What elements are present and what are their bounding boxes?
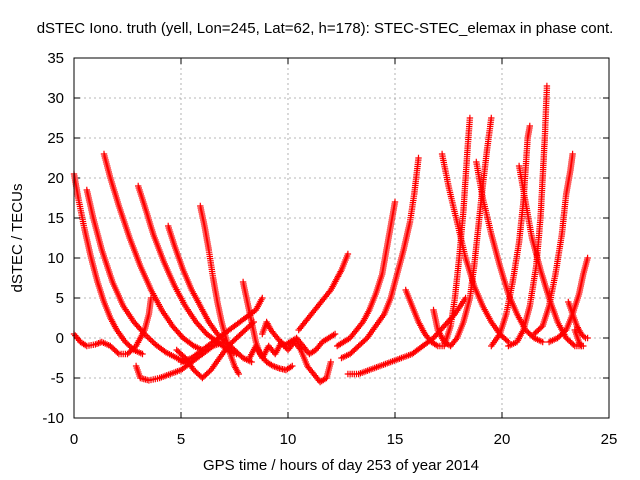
y-axis-label: dSTEC / TECUs	[9, 184, 26, 293]
data-point-marker	[147, 336, 154, 344]
data-point-marker	[144, 333, 151, 341]
data-point	[331, 330, 339, 338]
y-tick-label: 10	[47, 250, 64, 267]
x-tick-label: 10	[280, 431, 297, 448]
data-point-marker	[580, 333, 588, 340]
x-tick-label: 20	[494, 431, 511, 448]
y-tick-label: 5	[56, 290, 64, 307]
data-point	[220, 338, 227, 346]
series-track	[197, 202, 242, 378]
x-tick-label: 25	[601, 431, 618, 448]
data-point	[289, 362, 296, 370]
data-point-marker	[114, 349, 121, 356]
series-track	[530, 150, 576, 338]
data-point	[488, 114, 495, 122]
data-point	[259, 294, 266, 302]
data-point	[391, 198, 399, 206]
series-track	[177, 294, 266, 366]
x-tick-label: 0	[70, 431, 78, 448]
series-track	[239, 278, 296, 374]
y-tick-label: 0	[56, 330, 64, 347]
x-axis-label: GPS time / hours of day 253 of year 2014	[203, 457, 479, 474]
x-tick-label: 15	[387, 431, 404, 448]
data-point-marker	[149, 338, 156, 345]
data-point	[578, 342, 585, 350]
y-tick-label: 30	[47, 90, 64, 107]
data-point	[569, 150, 576, 158]
data-point-marker	[161, 348, 168, 355]
y-tick-label: 35	[47, 50, 64, 67]
data-point	[466, 114, 474, 122]
data-point-marker	[561, 328, 568, 335]
series-track	[259, 318, 339, 358]
data-point	[248, 358, 255, 366]
data-point-marker	[146, 335, 153, 342]
y-tick-label: -10	[42, 410, 64, 427]
y-tick-label: 20	[47, 170, 64, 187]
data-point	[139, 350, 146, 358]
series-track	[571, 326, 585, 350]
data-point	[526, 122, 533, 130]
data-point-marker	[189, 341, 196, 349]
series-track	[100, 150, 206, 354]
data-point	[584, 334, 591, 342]
series-track	[565, 298, 591, 342]
data-point	[543, 82, 551, 90]
data-point	[344, 250, 352, 258]
series-track	[438, 150, 512, 346]
data-point	[539, 338, 546, 346]
data-point	[235, 370, 242, 378]
y-tick-label: 15	[47, 210, 64, 227]
data-point-marker	[538, 324, 545, 331]
series-track	[338, 154, 422, 362]
series-track	[135, 182, 240, 358]
series-track	[295, 250, 352, 334]
y-tick-label: -5	[51, 370, 64, 387]
data-point	[327, 358, 334, 366]
data-point	[147, 294, 155, 302]
x-tick-label: 5	[177, 431, 185, 448]
chart-title: dSTEC Iono. truth (yell, Lon=245, Lat=62…	[37, 20, 614, 37]
plot-frame	[73, 57, 610, 419]
data-point	[584, 254, 591, 262]
axis-ticks: 0 5 10 15 20 25 -10 -5 0 5 10 15 20 25 30 35	[42, 50, 617, 448]
data-point	[415, 154, 422, 162]
data-point-marker	[570, 341, 577, 348]
series-track	[132, 338, 227, 384]
series-track	[334, 198, 399, 350]
data-point-marker	[503, 337, 511, 344]
series-track	[515, 162, 587, 350]
data-point-marker	[577, 341, 584, 348]
y-tick-label: 25	[47, 130, 64, 147]
data-series	[70, 82, 591, 386]
